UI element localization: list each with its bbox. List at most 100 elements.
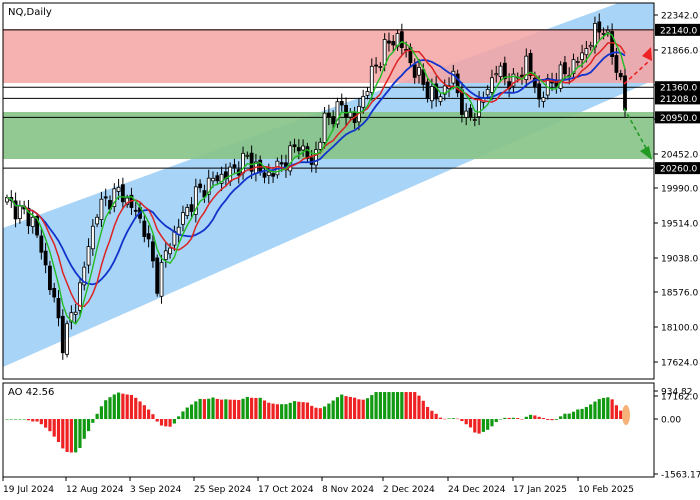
ao-bar [601,397,606,419]
candle-body [425,81,430,99]
ao-bar [571,411,576,419]
ao-bar [207,398,211,419]
ao-bar [99,406,104,419]
ao-bar [610,399,614,419]
candle-body [193,186,198,215]
ao-bar [516,418,520,419]
time-tick-label: 2 Dec 2024 [383,485,435,495]
ao-bar [314,407,318,419]
candle-body [438,96,443,102]
ao-bar [503,417,507,419]
ao-bar [26,419,31,421]
ao-bar [468,419,473,428]
ao-bar [498,419,503,420]
ao-bar [494,419,498,423]
ao-tick-label: -1563.17 [661,471,700,481]
ao-bar [91,419,95,423]
candle-body [296,147,301,152]
candle-body [78,282,82,311]
ao-bar [219,399,224,419]
candle-body [382,39,387,66]
time-tick-label: 8 Nov 2024 [322,485,374,495]
ao-bar [550,419,554,421]
ao-bar [327,403,331,419]
ao-bar [82,419,86,439]
ao-bar [78,419,82,449]
ao-bar [421,400,425,419]
ao-label: AO 42.56 [8,387,54,398]
ao-panel-border [2,382,655,478]
ao-bar [434,413,438,419]
ao-bar [245,396,249,419]
ao-bar [142,405,146,419]
ao-bars [5,392,627,453]
ao-panel: AO 42.56 [2,382,655,478]
ao-bar [507,417,511,419]
ao-bar [292,401,297,419]
candle-body [485,89,490,96]
ao-bar [129,394,134,419]
candle-body [112,188,117,208]
resistance-zone [3,29,654,83]
ao-bar [473,419,477,433]
candle-body [90,225,95,250]
candle-body [464,110,469,118]
ao-bar [511,417,516,419]
price-panel-border [2,2,655,380]
candle-body [623,75,627,111]
candle-body [365,91,370,96]
ao-bar [138,401,142,419]
ao-bar [425,406,430,419]
ao-bar [584,407,588,419]
ao-bar [172,419,176,424]
ao-bar [361,399,365,419]
level-tag-label: 20950.0 [660,114,697,124]
ao-bar [559,416,563,419]
ao-bar [189,404,194,419]
ao-bar [554,419,558,420]
ao-bar [168,419,172,427]
time-tick-label: 12 Aug 2024 [66,485,124,495]
ao-bar [408,392,413,419]
price-tick-label: 19990.0 [661,184,698,194]
candles [5,13,627,360]
ao-bar [35,419,39,422]
candle-body [339,101,344,106]
candle-body [498,65,503,78]
ao-bar [116,392,121,419]
ao-bar [48,419,52,432]
ao-bar [576,409,580,419]
ao-bar [430,410,434,419]
ao-bar [318,408,322,419]
ao-bar [438,417,443,419]
ao-bar [533,415,537,419]
candle-body [249,152,254,172]
ao-axis: 934.82 0.00 -1563.17 [654,388,700,481]
candle-body [82,266,87,286]
candle-body [26,207,31,227]
time-tick-label: 17 Oct 2024 [258,485,314,495]
candle-body [73,311,78,315]
candle-body [610,31,615,58]
ao-bar [370,395,374,419]
time-tick-label: 19 Jul 2024 [3,485,54,495]
level-tag-label: 20260.0 [660,165,697,175]
candle-body [537,83,542,100]
candle-body [399,31,404,48]
ao-bar [524,416,528,419]
candle-body [39,235,44,253]
ao-bar [353,397,357,419]
level-tag-bg [655,92,700,105]
candle-body [511,73,516,87]
candle-body [181,212,185,225]
price-tick-label: 21866.0 [661,47,698,57]
candle-body [601,32,606,35]
bearish-arrow-head [640,146,652,160]
candle-body [361,95,366,108]
ao-bar [198,398,202,419]
candle-body [279,162,284,165]
ao-bar [443,418,447,420]
candle-body [103,196,108,199]
